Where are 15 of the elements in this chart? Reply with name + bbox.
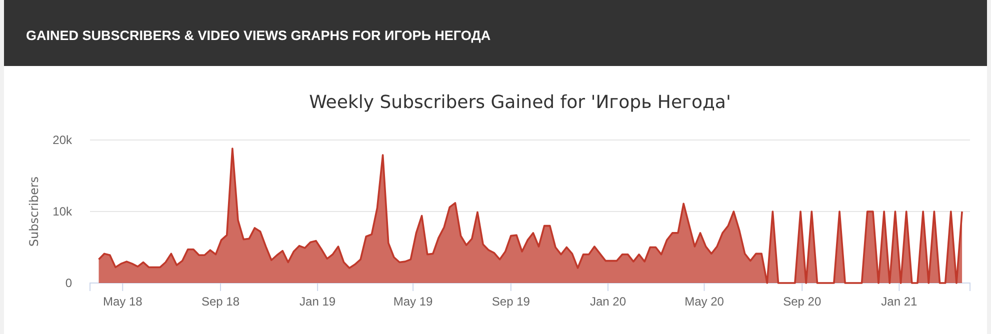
- text: GAINED SUBSCRIBERS & VIDEO VIEWS GRAPHS FOR ИГОРЬ НЕГОДА: [26, 28, 491, 43]
- x-tick-label: May 20: [684, 294, 724, 309]
- x-tick-label: Jan 19: [300, 294, 336, 309]
- y-tick-label: 0: [65, 276, 72, 290]
- x-tick-label: Sep 20: [783, 294, 822, 309]
- y-axis-title: Subscribers: [27, 176, 41, 247]
- x-tick-label: Jan 21: [881, 294, 918, 309]
- y-tick-label: 10k: [52, 204, 73, 218]
- x-tick-label: Jan 20: [590, 294, 626, 309]
- chart-title: Weekly Subscribers Gained for 'Игорь Негода': [309, 92, 731, 113]
- y-tick-label: 20k: [52, 132, 73, 147]
- x-tick-label: Sep 19: [492, 294, 530, 309]
- x-tick-label: May 18: [102, 294, 143, 309]
- x-tick-label: Sep 18: [201, 294, 240, 309]
- x-tick-label: May 19: [393, 294, 434, 309]
